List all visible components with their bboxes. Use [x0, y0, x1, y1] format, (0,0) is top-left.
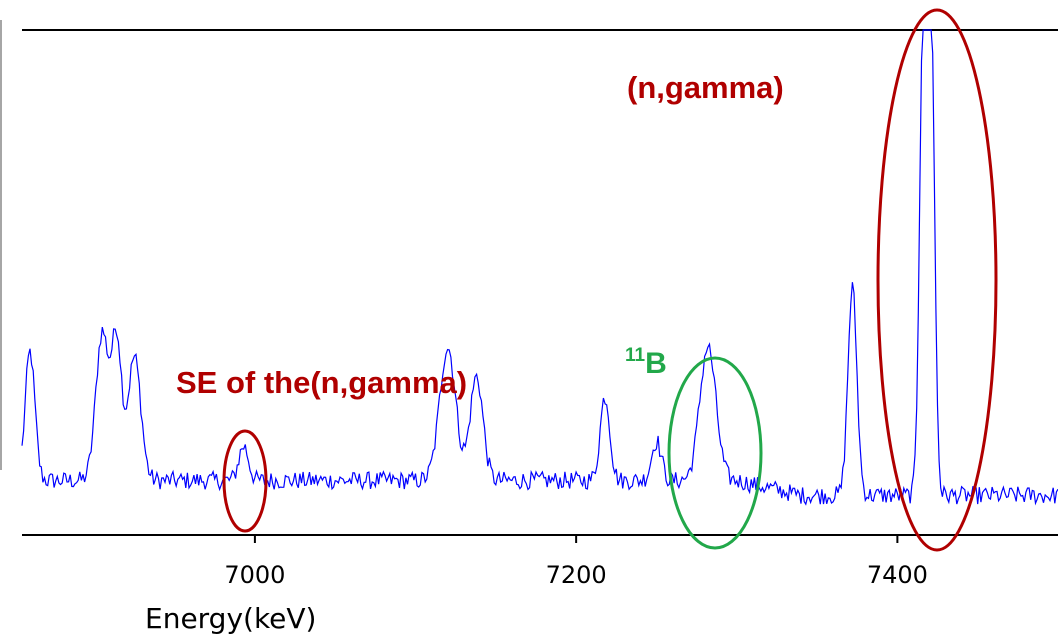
spectrum-series-line	[21, 29, 1058, 506]
ngamma-label: (n,gamma)	[627, 70, 784, 105]
x-tick-label: 7000	[224, 561, 285, 589]
x-tick-label: 7200	[546, 561, 607, 589]
se-label: SE of the(n,gamma)	[176, 365, 467, 400]
x-tick-label: 7400	[867, 561, 928, 589]
boron-label: 11B	[625, 345, 667, 380]
se-peak-ellipse	[222, 429, 268, 533]
ngamma-peak-ellipse	[876, 8, 998, 552]
boron-label-element: B	[645, 347, 667, 380]
boron-peak-ellipse	[667, 356, 763, 550]
boron-label-superscript: 11	[625, 345, 646, 366]
x-axis-title: Energy(keV)	[145, 602, 316, 635]
